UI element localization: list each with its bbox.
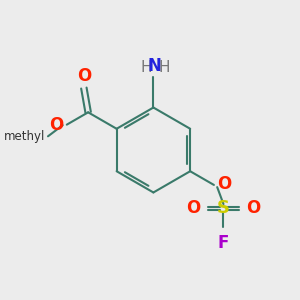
Text: O: O	[77, 67, 91, 85]
Text: O: O	[246, 199, 260, 217]
Text: O: O	[187, 199, 201, 217]
Text: S: S	[217, 199, 230, 217]
Text: O: O	[217, 175, 231, 193]
Text: H: H	[141, 60, 152, 75]
Text: H: H	[158, 60, 169, 75]
Text: methyl: methyl	[4, 130, 45, 143]
Text: O: O	[49, 116, 64, 134]
Text: N: N	[148, 57, 162, 75]
Text: F: F	[218, 234, 229, 252]
